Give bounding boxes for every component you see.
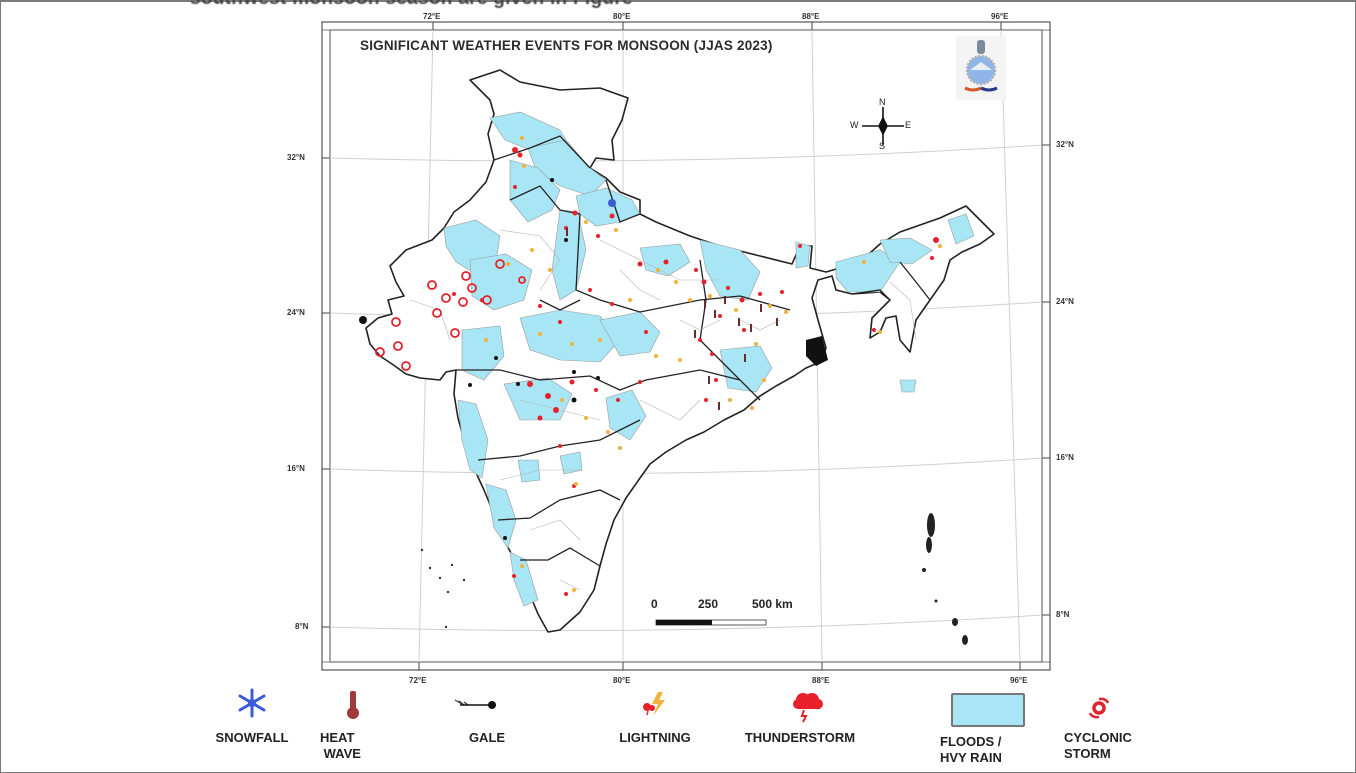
lon-tick-top: 80°E [613, 12, 631, 21]
scale-label-500: 500 km [752, 597, 793, 611]
lat-tick-right: 16°N [1056, 453, 1074, 462]
india-outline [365, 69, 995, 633]
legend-label-cyclonic-storm: CYCLONIC STORM [1064, 730, 1132, 761]
thermometer-icon [347, 691, 359, 719]
scale-label-0: 0 [651, 597, 658, 611]
scale-bar [655, 619, 767, 626]
map-frame [321, 21, 1051, 671]
imd-emblem-icon [956, 36, 1006, 100]
lon-tick-bottom: 80°E [613, 676, 631, 685]
lightning-icon [643, 692, 665, 716]
legend-label-heat-wave: HEAT WAVE [320, 730, 361, 761]
legend-label-gale: GALE [468, 730, 506, 745]
legend-label-snowfall: SNOWFALL [215, 730, 289, 745]
lakshadweep-islands [420, 548, 466, 629]
snowflake-icon [238, 688, 266, 718]
wind-barb-icon [454, 699, 496, 709]
compass-icon [862, 107, 904, 145]
lat-tick-right: 32°N [1056, 140, 1074, 149]
lat-tick-left: 32°N [287, 153, 305, 162]
lat-tick-left: 24°N [287, 308, 305, 317]
cyclone-icon [1088, 697, 1110, 719]
compass-north-label: N [879, 97, 886, 107]
lat-tick-left: 8°N [295, 622, 309, 631]
scale-label-250: 250 [698, 597, 719, 611]
lat-tick-left: 16°N [287, 464, 305, 473]
compass-west-label: W [850, 120, 859, 130]
lat-tick-right: 24°N [1056, 297, 1074, 306]
legend-label-floods: FLOODS / HVY RAIN [940, 734, 1002, 765]
flood-swatch [951, 693, 1025, 727]
thunderstorm-cloud-icon [793, 693, 823, 723]
compass-south-label: S [879, 141, 886, 151]
lon-tick-bottom: 88°E [812, 676, 830, 685]
compass-east-label: E [905, 120, 912, 130]
cut-off-caption: southwest monsoon season are given in Fi… [190, 0, 633, 10]
lon-tick-top: 88°E [802, 12, 820, 21]
lon-tick-top: 72°E [423, 12, 441, 21]
lat-tick-right: 8°N [1056, 610, 1070, 619]
frame-ticks [322, 22, 1050, 670]
cyclonic-storm-markers [375, 259, 526, 371]
lon-tick-bottom: 72°E [409, 676, 427, 685]
flood-regions [443, 111, 975, 607]
coastal-dark-patches [359, 316, 828, 540]
map-title: SIGNIFICANT WEATHER EVENTS FOR MONSOON (… [360, 38, 773, 53]
lon-tick-bottom: 96°E [1010, 676, 1028, 685]
legend-label-thunderstorm: THUNDERSTORM [744, 730, 856, 745]
legend-label-lightning: LIGHTNING [619, 730, 691, 745]
lon-tick-top: 96°E [991, 12, 1009, 21]
andaman-nicobar-islands [922, 513, 968, 645]
snowfall-marker [608, 199, 616, 207]
